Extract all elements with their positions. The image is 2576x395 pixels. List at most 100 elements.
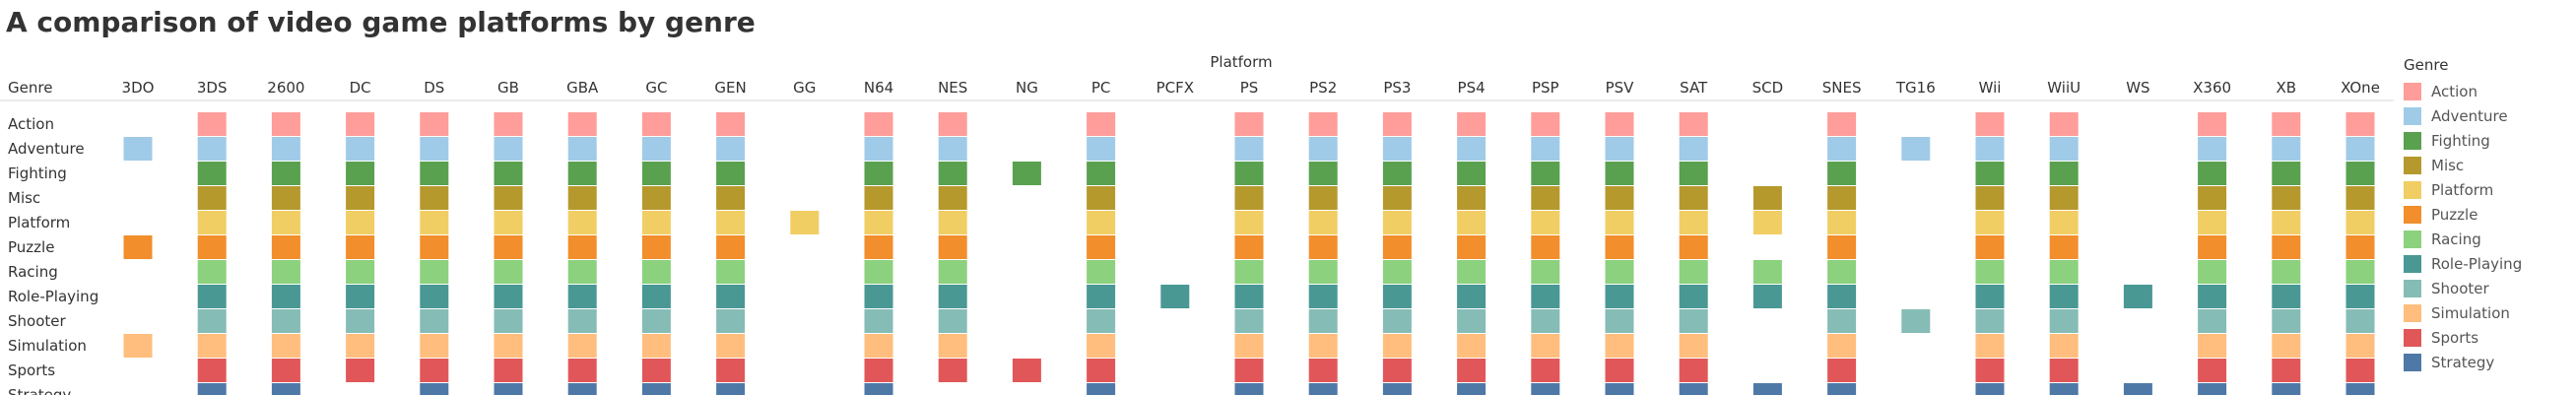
cell-GBA-Sports	[567, 359, 597, 382]
cell-XB-Role-Playing	[2272, 285, 2301, 308]
cell-SAT-Fighting	[1679, 162, 1708, 185]
cell-PS3-Fighting	[1382, 162, 1412, 185]
cell-PSP-Racing	[1531, 260, 1560, 284]
platform-label-GB: GB	[497, 79, 519, 97]
platform-label-GEN: GEN	[714, 79, 746, 97]
legend-item-Shooter: Shooter	[2404, 276, 2571, 300]
cell-Wii-Puzzle	[1975, 235, 2005, 259]
legend-swatch	[2404, 328, 2421, 347]
legend-label: Platform	[2431, 180, 2494, 199]
cell-GEN-Strategy	[716, 383, 746, 395]
cell-XB-Action	[2272, 112, 2301, 136]
cell-NES-Shooter	[938, 309, 967, 333]
axis-headers: Platform Genre 3DO 3DS 2600 DC DS GB GBA GC GEN GG N…	[8, 53, 2380, 395]
cell-GC-Role-Playing	[641, 285, 671, 308]
cell-GBA-Platform	[567, 211, 597, 234]
cell-WiiU-Fighting	[2049, 162, 2079, 185]
platform-label-PSP: PSP	[1532, 79, 1559, 97]
cell-3DO-Simulation	[123, 334, 153, 358]
cell-PSP-Simulation	[1531, 334, 1560, 358]
cell-NES-Adventure	[938, 137, 967, 161]
platform-label-DC: DC	[350, 79, 371, 97]
cell-2600-Action	[271, 112, 300, 136]
cell-PC-Adventure	[1087, 137, 1116, 161]
cell-PS3-Action	[1382, 112, 1412, 136]
cell-GEN-Sports	[716, 359, 746, 382]
platform-label-XB: XB	[2277, 79, 2297, 97]
cell-GC-Adventure	[641, 137, 671, 161]
legend-item-Misc: Misc	[2404, 153, 2571, 177]
cell-X360-Misc	[2198, 186, 2227, 210]
cell-PSP-Adventure	[1531, 137, 1560, 161]
cell-PS4-Shooter	[1457, 309, 1486, 333]
cell-PSV-Role-Playing	[1605, 285, 1634, 308]
cell-PC-Misc	[1087, 186, 1116, 210]
cell-Wii-Racing	[1975, 260, 2005, 284]
cell-GB-Racing	[494, 260, 523, 284]
cell-3DS-Fighting	[197, 162, 227, 185]
cell-GG-Platform	[790, 211, 820, 234]
cell-GC-Platform	[641, 211, 671, 234]
legend-swatch	[2404, 230, 2421, 248]
gridlines	[0, 99, 2394, 101]
cell-DS-Racing	[420, 260, 449, 284]
cell-GB-Misc	[494, 186, 523, 210]
cell-3DS-Platform	[197, 211, 227, 234]
genre-label-Platform: Platform	[8, 214, 70, 231]
cell-DC-Shooter	[346, 309, 375, 333]
platform-label-NG: NG	[1016, 79, 1038, 97]
legend-label: Action	[2431, 82, 2477, 100]
cell-GB-Platform	[494, 211, 523, 234]
cell-NES-Sports	[938, 359, 967, 382]
cell-PS3-Simulation	[1382, 334, 1412, 358]
platform-label-SCD: SCD	[1752, 79, 1784, 97]
cell-XOne-Sports	[2345, 359, 2375, 382]
cell-WiiU-Sports	[2049, 359, 2079, 382]
cell-X360-Racing	[2198, 260, 2227, 284]
cell-NES-Misc	[938, 186, 967, 210]
legend-label: Strategy	[2431, 353, 2495, 371]
cell-PS-Strategy	[1234, 383, 1264, 395]
cell-XOne-Fighting	[2345, 162, 2375, 185]
cell-DS-Sports	[420, 359, 449, 382]
cell-NES-Platform	[938, 211, 967, 234]
cell-Wii-Sports	[1975, 359, 2005, 382]
cell-DS-Action	[420, 112, 449, 136]
cell-XB-Shooter	[2272, 309, 2301, 333]
cell-PS2-Racing	[1308, 260, 1338, 284]
genre-label-Simulation: Simulation	[8, 337, 87, 355]
cell-PC-Action	[1087, 112, 1116, 136]
legend-label: Fighting	[2431, 131, 2490, 150]
cell-GC-Action	[641, 112, 671, 136]
cell-SNES-Shooter	[1827, 309, 1857, 333]
cell-3DS-Adventure	[197, 137, 227, 161]
cell-PSP-Action	[1531, 112, 1560, 136]
cell-X360-Simulation	[2198, 334, 2227, 358]
cell-PSP-Strategy	[1531, 383, 1560, 395]
cell-SCD-Role-Playing	[1752, 285, 1782, 308]
legend-items: Action Adventure Fighting Misc Platform Puzzl…	[2404, 79, 2571, 374]
platform-label-PS2: PS2	[1309, 79, 1337, 97]
cell-GB-Role-Playing	[494, 285, 523, 308]
cell-XOne-Puzzle	[2345, 235, 2375, 259]
cell-GEN-Racing	[716, 260, 746, 284]
cell-XOne-Adventure	[2345, 137, 2375, 161]
cell-X360-Adventure	[2198, 137, 2227, 161]
cell-PSP-Sports	[1531, 359, 1560, 382]
cell-N64-Adventure	[864, 137, 893, 161]
legend-title: Genre	[2404, 56, 2449, 74]
cell-PS4-Platform	[1457, 211, 1486, 234]
cell-WS-Role-Playing	[2123, 285, 2152, 308]
cell-PS-Adventure	[1234, 137, 1264, 161]
legend-swatch	[2404, 353, 2421, 371]
cell-PSV-Platform	[1605, 211, 1634, 234]
platform-label-DS: DS	[424, 79, 444, 97]
cell-2600-Adventure	[271, 137, 300, 161]
cell-WiiU-Racing	[2049, 260, 2079, 284]
cell-XOne-Strategy	[2345, 383, 2375, 395]
legend-swatch	[2404, 180, 2421, 199]
platform-label-Wii: Wii	[1979, 79, 2002, 97]
cell-X360-Shooter	[2198, 309, 2227, 333]
cell-DC-Sports	[346, 359, 375, 382]
cell-GB-Strategy	[494, 383, 523, 395]
